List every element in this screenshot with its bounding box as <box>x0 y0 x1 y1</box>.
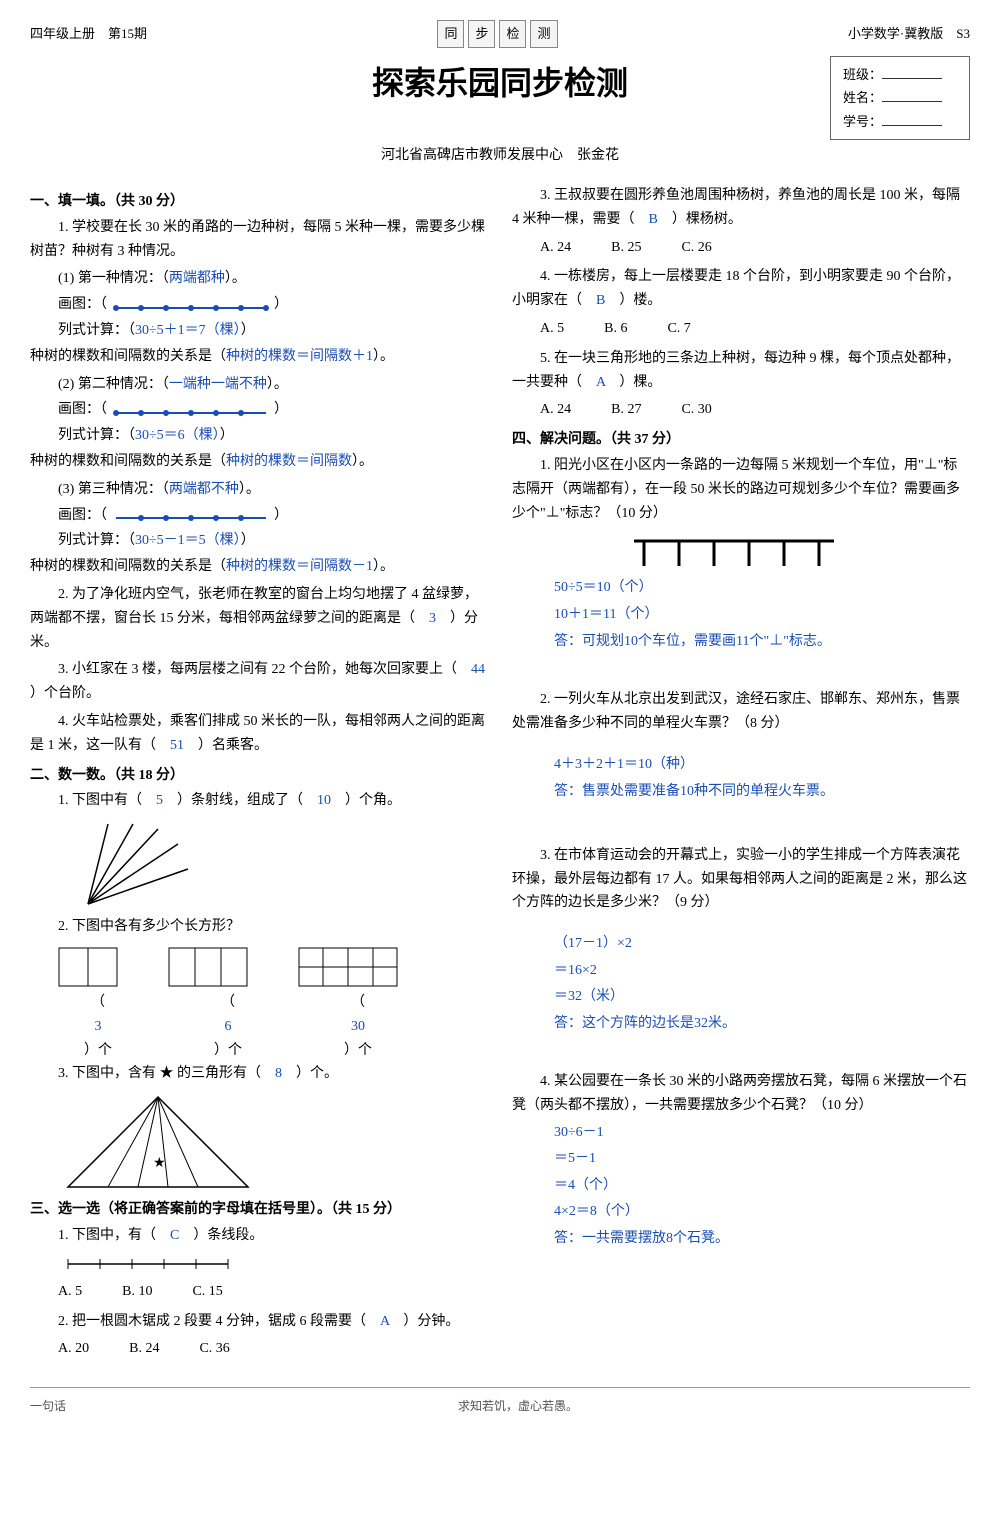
section-3-head: 三、选一选（将正确答案前的字母填在括号里）。（共 15 分） <box>30 1198 488 1222</box>
header-box-2: 步 <box>468 20 495 48</box>
s3-q4: 4. 一栋楼房，每上一层楼要走 18 个台阶，到小明家要走 90 个台阶，小明家… <box>512 265 970 313</box>
name-field: 姓名： <box>843 86 957 109</box>
s4-q1: 1. 阳光小区在小区内一条路的一边每隔 5 米规划一个车位，用"⊥"标志隔开（两… <box>512 454 970 525</box>
s1-q1-1-calc: 列式计算：（30÷5＋1＝7（棵）） <box>58 319 488 343</box>
s1-q1-3-draw: 画图：（ ） <box>58 504 488 528</box>
header-right: 小学数学·冀教版 S3 <box>848 23 970 45</box>
s4-q3-ans: 答：这个方阵的边长是32米。 <box>554 1012 970 1036</box>
header-center: 同 步 检 测 <box>437 20 557 48</box>
s3-q1-choices: A. 5 B. 10 C. 15 <box>58 1280 488 1304</box>
page-header: 四年级上册 第15期 同 步 检 测 小学数学·冀教版 S3 <box>30 20 970 48</box>
s1-q1-2-draw: 画图：（ ） <box>58 398 488 422</box>
s3-q3: 3. 王叔叔要在圆形养鱼池周围种杨树，养鱼池的周长是 100 米，每隔 4 米种… <box>512 184 970 232</box>
header-box-3: 检 <box>499 20 526 48</box>
section-2-head: 二、数一数。（共 18 分） <box>30 764 488 788</box>
s1-q1-2-rel: 种树的棵数和间隔数的关系是（种树的棵数＝间隔数）。 <box>30 450 488 474</box>
s4-q1-work1: 50÷5＝10（个） <box>554 577 970 599</box>
author-line: 河北省高碑店市教师发展中心 张金花 <box>30 144 970 168</box>
s4-q3: 3. 在市体育运动会的开幕式上，实验一小的学生排成一个方阵表演花环操，最外层每边… <box>512 844 970 915</box>
s1-q2: 2. 为了净化班内空气，张老师在教室的窗台上均匀地摆了 4 盆绿萝，两端都不摆，… <box>30 583 488 654</box>
s4-q3-work2: ＝16×2 <box>554 960 970 982</box>
s4-q1-ans: 答：可规划10个车位，需要画11个"⊥"标志。 <box>554 630 970 654</box>
s1-q1-intro: 1. 学校要在长 30 米的甬路的一边种树，每隔 5 米种一棵，需要多少棵树苗？… <box>30 216 488 264</box>
s4-q4-work4: 4×2＝8（个） <box>554 1201 970 1223</box>
s3-q2: 2. 把一根圆木锯成 2 段要 4 分钟，锯成 6 段需要（ A ）分钟。 <box>30 1310 488 1334</box>
section-1-head: 一、填一填。（共 30 分） <box>30 190 488 214</box>
s1-q1-1-rel: 种树的棵数和间隔数的关系是（种树的棵数＝间隔数＋1）。 <box>30 345 488 369</box>
svg-text:★: ★ <box>153 1156 166 1171</box>
parking-diagram <box>624 531 970 571</box>
s1-q1-1-draw: 画图：（ ） <box>58 293 488 317</box>
footer-left: 一句话 <box>30 1396 66 1416</box>
footer-center: 求知若饥，虚心若愚。 <box>458 1396 578 1416</box>
s1-q4: 4. 火车站检票处，乘客们排成 50 米长的一队，每相邻两人之间的距离是 1 米… <box>30 710 488 758</box>
class-field: 班级： <box>843 63 957 86</box>
s4-q2-ans: 答：售票处需要准备10种不同的单程火车票。 <box>554 780 970 804</box>
s3-q2-choices: A. 20 B. 24 C. 36 <box>58 1337 488 1361</box>
s2-q3: 3. 下图中，含有 ★ 的三角形有（ 8 ）个。 <box>30 1062 488 1086</box>
page-footer: 一句话 求知若饥，虚心若愚。 <box>30 1387 970 1416</box>
s4-q4-ans: 答：一共需要摆放8个石凳。 <box>554 1227 970 1251</box>
s3-q3-choices: A. 24 B. 25 C. 26 <box>540 236 970 260</box>
title-row: 探索乐园同步检测 班级： 姓名： 学号： <box>30 56 970 140</box>
s4-q4-work3: ＝4（个） <box>554 1175 970 1197</box>
header-box-1: 同 <box>437 20 464 48</box>
left-column: 一、填一填。（共 30 分） 1. 学校要在长 30 米的甬路的一边种树，每隔 … <box>30 184 488 1367</box>
s2-q2: 2. 下图中各有多少个长方形？ <box>30 915 488 939</box>
s1-q1-1: (1) 第一种情况：（两端都种）。 <box>58 267 488 291</box>
s3-q5-choices: A. 24 B. 27 C. 30 <box>540 398 970 422</box>
header-left: 四年级上册 第15期 <box>30 23 147 45</box>
s3-q4-choices: A. 5 B. 6 C. 7 <box>540 317 970 341</box>
rect-1 <box>58 947 118 987</box>
s4-q2-work: 4＋3＋2＋1＝10（种） <box>554 754 970 776</box>
s3-q1: 1. 下图中，有（ C ）条线段。 <box>30 1224 488 1248</box>
rect-2 <box>168 947 248 987</box>
s4-q3-work3: ＝32（米） <box>554 986 970 1008</box>
tree-diagram-1 <box>111 298 271 312</box>
s4-q2: 2. 一列火车从北京出发到武汉，途经石家庄、邯郸东、郑州东，售票处需准备多少种不… <box>512 688 970 736</box>
s1-q3: 3. 小红家在 3 楼，每两层楼之间有 22 个台阶，她每次回家要上（ 44 ）… <box>30 658 488 706</box>
s1-q1-2-calc: 列式计算：（30÷5＝6（棵）） <box>58 424 488 448</box>
header-box-4: 测 <box>530 20 557 48</box>
ray-diagram <box>58 819 488 909</box>
s4-q3-work1: （17－1）×2 <box>554 933 970 955</box>
rect-answers: （ 3 ）个 （ 6 ）个 （ 30 ）个 <box>58 991 488 1062</box>
s4-q1-work2: 10＋1＝11（个） <box>554 604 970 626</box>
s1-q1-3-rel: 种树的棵数和间隔数的关系是（种树的棵数＝间隔数－1）。 <box>30 555 488 579</box>
s4-q4: 4. 某公园要在一条长 30 米的小路两旁摆放石凳，每隔 6 米摆放一个石凳（两… <box>512 1070 970 1118</box>
s2-q1: 1. 下图中有（ 5 ）条射线，组成了（ 10 ）个角。 <box>30 789 488 813</box>
s1-q1-2: (2) 第二种情况：（一端种一端不种）。 <box>58 373 488 397</box>
id-field: 学号： <box>843 110 957 133</box>
triangle-star-diagram: ★ <box>58 1092 488 1192</box>
page-title: 探索乐园同步检测 <box>170 56 830 110</box>
s1-q1-3: (3) 第三种情况：（两端都不种）。 <box>58 478 488 502</box>
right-column: 3. 王叔叔要在圆形养鱼池周围种杨树，养鱼池的周长是 100 米，每隔 4 米种… <box>512 184 970 1367</box>
tree-diagram-2 <box>111 403 271 417</box>
section-4-head: 四、解决问题。（共 37 分） <box>512 428 970 452</box>
rectangle-diagrams <box>58 947 488 987</box>
segment-diagram <box>58 1254 488 1274</box>
s4-q4-work2: ＝5－1 <box>554 1148 970 1170</box>
s4-q4-work1: 30÷6－1 <box>554 1122 970 1144</box>
s3-q5: 5. 在一块三角形地的三条边上种树，每边种 9 棵，每个顶点处都种，一共要种（ … <box>512 347 970 395</box>
s1-q1-3-calc: 列式计算：（30÷5－1＝5（棵）） <box>58 529 488 553</box>
tree-diagram-3 <box>111 508 271 522</box>
student-info-box: 班级： 姓名： 学号： <box>830 56 970 140</box>
rect-3 <box>298 947 398 987</box>
